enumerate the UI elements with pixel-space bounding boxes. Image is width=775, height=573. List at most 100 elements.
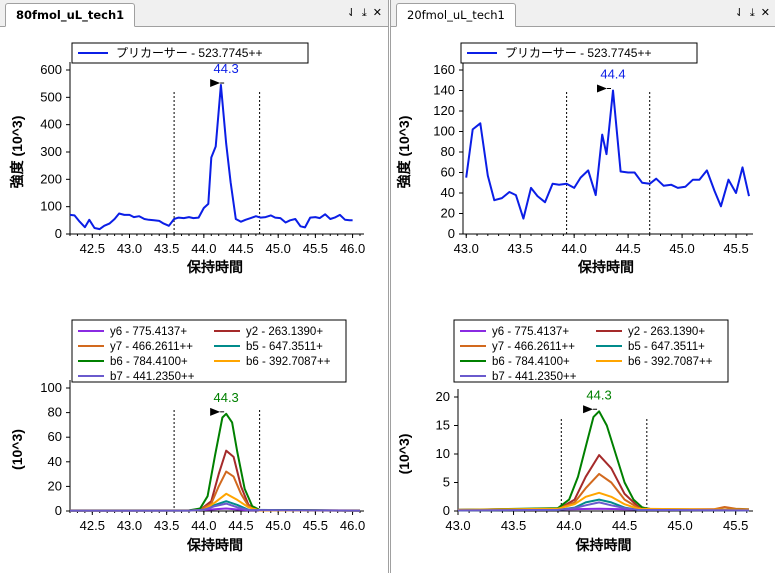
peak-label: 44.3 <box>586 387 611 402</box>
chart-2: 0 20 40 60 80 100 120 140 160 43.0 43.5 44.0 44.5 45.… <box>396 42 753 275</box>
peak-label: 44.3 <box>213 390 238 405</box>
x-tick-label: 44.5 <box>228 241 253 256</box>
tab-controls-right: ⇃ ⤓ ✕ <box>735 6 770 20</box>
series-line <box>457 410 750 511</box>
peak-marker-icon <box>583 405 594 414</box>
x-tick-label: 45.5 <box>303 518 328 533</box>
x-tick-label: 44.0 <box>191 518 216 533</box>
tab-80fmol[interactable]: 80fmol_uL_tech1 <box>5 3 136 27</box>
legend-entry: b6 - 784.4100+ <box>110 356 188 368</box>
pin-icon[interactable]: ⇃ <box>734 6 744 19</box>
x-tick-label: 45.5 <box>723 241 748 256</box>
y-axis-label: (10^3) <box>9 429 25 470</box>
legend-box <box>460 42 698 64</box>
tab-bar-right: 20fmol_uL_tech1 ⇃ ⤓ ✕ <box>391 0 775 27</box>
y-tick-label: 60 <box>48 429 62 444</box>
y-tick-label: 0 <box>55 226 62 241</box>
y-axis-label: (10^3) <box>396 434 412 475</box>
y-tick-label: 600 <box>40 62 62 77</box>
tab-controls-left: ⇃ ⤓ ✕ <box>347 6 382 20</box>
y-tick-label: 10 <box>436 446 450 461</box>
x-tick-label: 44.0 <box>562 241 587 256</box>
chart-1: 0 20 40 60 80 100 42.5 43.0 43.5 44.0 44.5 45.0 45.5… <box>9 319 365 553</box>
y-axis-label: 強度 (10^3) <box>9 116 25 189</box>
close-icon[interactable]: ✕ <box>760 6 770 19</box>
y-tick-label: 80 <box>441 144 455 159</box>
restore-icon[interactable]: ⤓ <box>749 6 755 19</box>
y-tick-label: 20 <box>441 206 455 221</box>
x-tick-label: 42.5 <box>80 518 105 533</box>
x-tick-label: 44.0 <box>191 241 216 256</box>
legend-entry: y6 - 775.4137+ <box>492 326 569 338</box>
y-tick-label: 40 <box>441 185 455 200</box>
y-tick-label: 200 <box>40 171 62 186</box>
legend-entry: y7 - 466.2611++ <box>110 341 193 353</box>
restore-icon[interactable]: ⤓ <box>361 6 367 19</box>
x-tick-label: 42.5 <box>80 241 105 256</box>
pin-icon[interactable]: ⇃ <box>346 6 356 19</box>
x-tick-label: 45.5 <box>303 241 328 256</box>
series-line <box>457 501 750 512</box>
chart-3: 0 5 10 15 20 43.0 43.5 44.0 44.5 45.0 45.5 保持時間 (10^… <box>396 319 753 553</box>
y-tick-label: 100 <box>40 199 62 214</box>
x-tick-label: 43.0 <box>454 241 479 256</box>
x-tick-label: 46.0 <box>340 518 365 533</box>
series-line <box>457 472 750 511</box>
y-tick-label: 80 <box>48 405 62 420</box>
x-tick-label: 45.0 <box>669 241 694 256</box>
x-axis-label: 保持時間 <box>575 537 632 553</box>
legend-box <box>71 42 309 64</box>
x-tick-label: 45.0 <box>667 518 692 533</box>
series-line <box>69 84 353 231</box>
x-tick-label: 45.0 <box>266 518 291 533</box>
series-line <box>69 412 361 512</box>
legend-entry: b6 - 392.7087++ <box>628 356 713 368</box>
x-tick-label: 44.5 <box>615 241 640 256</box>
peak-label: 44.4 <box>600 67 625 82</box>
peak-label: 44.3 <box>213 61 238 76</box>
y-tick-label: 60 <box>441 165 455 180</box>
peak-marker-icon <box>210 79 221 88</box>
legend-entry: b7 - 441.2350++ <box>110 371 195 383</box>
y-tick-label: 0 <box>448 226 455 241</box>
y-tick-label: 300 <box>40 144 62 159</box>
peak-marker-icon <box>597 84 608 93</box>
y-axis-label: 強度 (10^3) <box>396 116 412 189</box>
legend-entry: プリカーサー - 523.7745++ <box>116 46 263 60</box>
chromatogram-pane-right: 20fmol_uL_tech1 ⇃ ⤓ ✕ 0 20 40 60 80 100 120 140… <box>390 0 775 573</box>
y-tick-label: 5 <box>443 475 450 490</box>
legend-entry: b7 - 441.2350++ <box>492 371 577 383</box>
y-tick-label: 20 <box>436 389 450 404</box>
x-axis-label: 保持時間 <box>186 537 243 553</box>
x-tick-label: 46.0 <box>340 241 365 256</box>
y-tick-label: 20 <box>48 478 62 493</box>
x-tick-label: 44.5 <box>228 518 253 533</box>
legend-box <box>71 319 347 383</box>
y-tick-label: 140 <box>433 83 455 98</box>
legend-entry: b5 - 647.3511+ <box>246 341 323 353</box>
x-tick-label: 45.0 <box>266 241 291 256</box>
y-tick-label: 160 <box>433 62 455 77</box>
x-tick-label: 43.5 <box>508 241 533 256</box>
y-tick-label: 500 <box>40 89 62 104</box>
legend-entry: b5 - 647.3511+ <box>628 341 705 353</box>
chromatogram-pane-left: 80fmol_uL_tech1 ⇃ ⤓ ✕ 0 100 200 300 400 500 60… <box>0 0 389 573</box>
y-tick-label: 400 <box>40 117 62 132</box>
y-tick-label: 0 <box>443 503 450 518</box>
tab-bar-left: 80fmol_uL_tech1 ⇃ ⤓ ✕ <box>0 0 388 27</box>
y-tick-label: 40 <box>48 454 62 469</box>
x-tick-label: 43.5 <box>501 518 526 533</box>
x-tick-label: 44.5 <box>612 518 637 533</box>
y-tick-label: 100 <box>433 124 455 139</box>
tab-20fmol[interactable]: 20fmol_uL_tech1 <box>396 3 516 27</box>
y-tick-label: 0 <box>55 503 62 518</box>
series-line <box>465 89 750 220</box>
x-tick-label: 45.5 <box>723 518 748 533</box>
close-icon[interactable]: ✕ <box>372 6 382 19</box>
series-line <box>457 491 750 511</box>
x-tick-label: 43.0 <box>117 241 142 256</box>
chart-0: 0 100 200 300 400 500 600 42.5 43.0 43.5 44.0 44.5 4… <box>9 42 365 275</box>
x-tick-label: 43.5 <box>154 241 179 256</box>
